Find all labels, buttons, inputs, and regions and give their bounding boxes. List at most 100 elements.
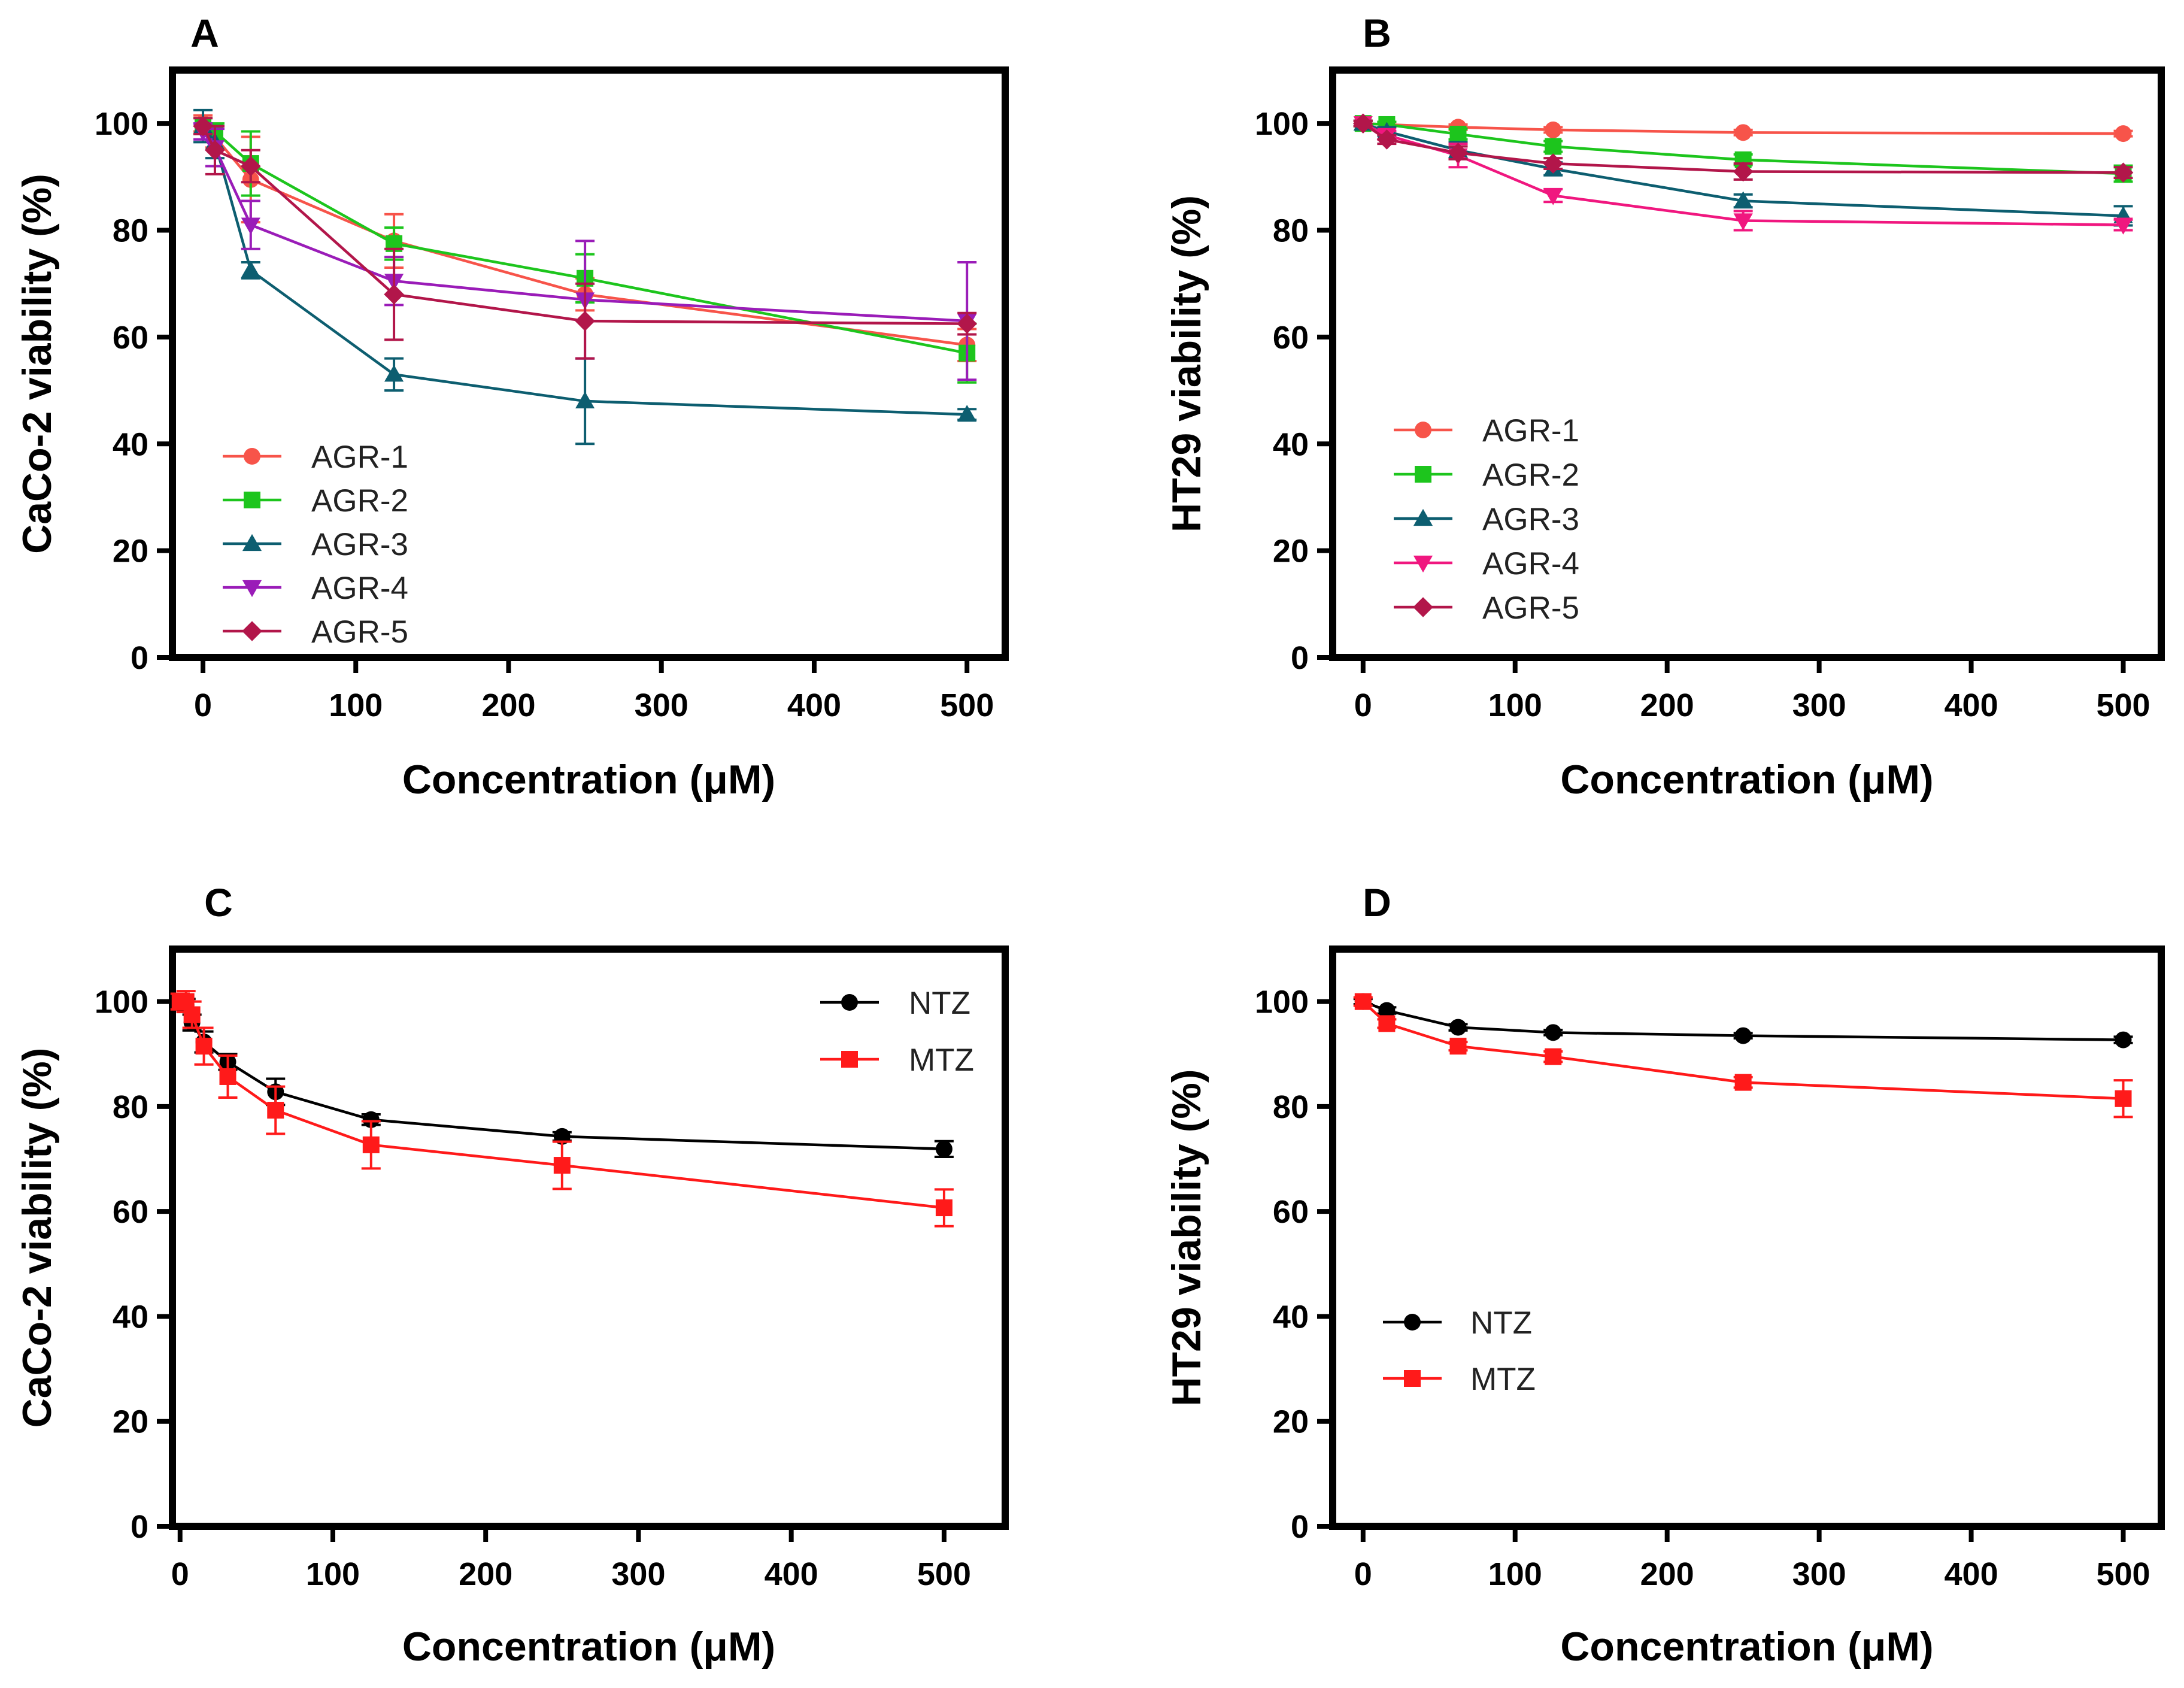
legend-entry: AGR-5: [1394, 590, 1579, 626]
y-tick-label: 40: [1273, 1299, 1309, 1335]
data-point: [957, 405, 977, 422]
x-tick-label: 500: [917, 1556, 971, 1592]
x-tick-label: 300: [611, 1556, 665, 1592]
y-axis-title: HT29 viability (%): [1164, 1069, 1209, 1406]
x-tick-label: 300: [1792, 1556, 1846, 1592]
series-agr-5: [193, 116, 977, 360]
data-point: [2115, 1090, 2132, 1107]
legend-marker: [242, 580, 262, 598]
legend-marker: [1415, 422, 1431, 438]
y-axis-title: HT29 viability (%): [1164, 195, 1209, 532]
data-point: [935, 1140, 953, 1157]
data-point: [575, 391, 595, 409]
data-point: [1545, 138, 1562, 155]
data-point: [193, 116, 213, 137]
legend-marker: [1413, 555, 1433, 573]
data-point: [957, 313, 977, 334]
x-tick-label: 0: [194, 687, 212, 723]
legend-entry: AGR-1: [1394, 413, 1579, 448]
y-tick-label: 40: [1273, 426, 1309, 462]
x-axis-title: Concentration (μM): [402, 1624, 775, 1669]
legend-entry: NTZ: [820, 986, 970, 1021]
data-point: [1378, 1002, 1396, 1019]
series-agr-5: [1352, 113, 2134, 183]
legend-label: MTZ: [1470, 1362, 1536, 1397]
legend-entry: AGR-2: [1394, 457, 1579, 493]
data-point: [1543, 188, 1563, 205]
x-tick-label: 0: [1354, 1556, 1372, 1592]
panel-letter: C: [204, 880, 233, 925]
x-tick-label: 400: [787, 687, 841, 723]
panel-letter: D: [1363, 880, 1391, 925]
data-point: [1545, 121, 1562, 138]
y-tick-label: 0: [1291, 640, 1309, 676]
y-tick-label: 80: [113, 213, 148, 249]
x-tick-label: 500: [2096, 687, 2150, 723]
y-tick-label: 60: [1273, 320, 1309, 356]
y-tick-label: 0: [131, 640, 148, 676]
x-tick-label: 100: [329, 687, 383, 723]
plot-frame: [1329, 945, 2165, 1530]
panel-b: B 0 20 40 60 80 100 0 100 200 300 400 500 Concentrati…: [1164, 11, 2165, 802]
y-tick-label: 80: [1273, 213, 1309, 249]
panel-letter: A: [190, 11, 219, 55]
legend-label: AGR-5: [1482, 590, 1579, 626]
legend-label: AGR-5: [311, 614, 408, 650]
y-tick-label: 100: [95, 984, 148, 1020]
y-tick-label: 80: [1273, 1089, 1309, 1125]
plot-frame: [169, 945, 1009, 1530]
y-tick-label: 100: [1255, 984, 1309, 1020]
data-point: [219, 1068, 236, 1085]
legend-marker: [1404, 1370, 1421, 1387]
plot-frame: [1329, 66, 2165, 661]
legend-entry: AGR-4: [223, 571, 408, 606]
data-point: [1733, 191, 1753, 208]
y-tick-label: 20: [1273, 534, 1309, 569]
data-point: [1378, 1015, 1396, 1032]
data-point: [183, 1006, 201, 1023]
data-point: [1352, 113, 1373, 134]
data-point: [2113, 217, 2133, 235]
legend-label: AGR-1: [1482, 413, 1579, 448]
y-tick-label: 20: [113, 534, 148, 569]
y-tick-label: 20: [1273, 1404, 1309, 1440]
legend-entry: AGR-4: [1394, 546, 1579, 581]
x-tick-label: 200: [1640, 687, 1694, 723]
data-point: [1734, 1027, 1752, 1044]
x-axis-title: Concentration (μM): [1560, 1624, 1933, 1669]
panel-c: C 0 20 40 60 80 100 0 100 200 300 400 500 Concentrati…: [14, 880, 1009, 1669]
x-tick-label: 400: [1945, 687, 1998, 723]
data-point: [1449, 1019, 1467, 1036]
x-tick-label: 200: [459, 1556, 512, 1592]
x-tick-label: 400: [1945, 1556, 1998, 1592]
data-point: [362, 1111, 380, 1128]
data-point: [241, 156, 261, 177]
legend-marker: [242, 534, 262, 551]
legend-marker: [244, 448, 260, 465]
data-point: [1734, 124, 1752, 141]
x-tick-label: 300: [635, 687, 688, 723]
legend-label: MTZ: [909, 1043, 974, 1078]
data-point: [575, 311, 595, 331]
data-point: [1734, 1074, 1752, 1091]
x-axis-title: Concentration (μM): [402, 757, 775, 802]
series-ntz: [1353, 993, 2133, 1048]
data-point: [384, 284, 404, 305]
x-tick-label: 100: [1488, 687, 1542, 723]
data-point: [205, 140, 225, 160]
legend-entry: MTZ: [1383, 1362, 1536, 1397]
legend-marker: [1413, 508, 1433, 526]
data-point: [2115, 125, 2132, 143]
x-axis-title: Concentration (μM): [1560, 757, 1933, 802]
y-tick-label: 100: [95, 106, 148, 142]
data-point: [935, 1199, 953, 1217]
data-point: [1448, 143, 1469, 163]
legend-label: AGR-2: [1482, 457, 1579, 493]
panel-letter: B: [1363, 11, 1391, 55]
data-point: [2113, 162, 2134, 183]
data-point: [1733, 213, 1753, 231]
series-line: [179, 1000, 944, 1151]
x-tick-label: 200: [1640, 1556, 1694, 1592]
y-tick-label: 60: [113, 1194, 148, 1230]
